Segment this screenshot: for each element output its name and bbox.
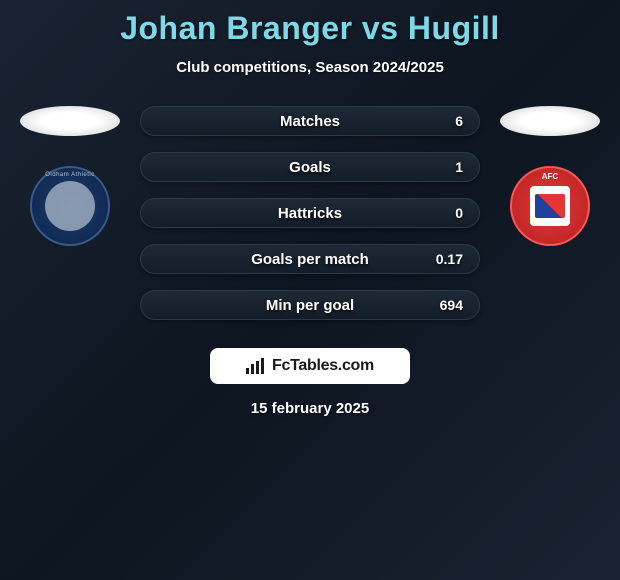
stat-pill-matches: Matches 6 — [140, 106, 480, 136]
branding-text: FcTables.com — [272, 357, 374, 375]
stat-pill-hattricks: Hattricks 0 — [140, 198, 480, 228]
stat-value: 6 — [455, 113, 463, 129]
stat-value: 694 — [440, 297, 463, 313]
player-right-column: AFC — [490, 106, 610, 246]
club-badge-right: AFC — [510, 166, 590, 246]
content-area: Oldham Athletic Matches 6 Goals 1 Hattri… — [0, 106, 620, 320]
stat-pill-goals-per-match: Goals per match 0.17 — [140, 244, 480, 274]
subtitle: Club competitions, Season 2024/2025 — [0, 59, 620, 76]
stat-label: Goals per match — [251, 251, 369, 268]
player-left-column: Oldham Athletic — [10, 106, 130, 246]
stat-label: Goals — [289, 159, 331, 176]
stat-pill-min-per-goal: Min per goal 694 — [140, 290, 480, 320]
player-right-oval — [500, 106, 600, 136]
stat-label: Matches — [280, 113, 340, 130]
stat-value: 1 — [455, 159, 463, 175]
badge-left-text: Oldham Athletic — [32, 172, 108, 178]
page-title: Johan Branger vs Hugill — [0, 0, 620, 47]
player-left-oval — [20, 106, 120, 136]
stats-column: Matches 6 Goals 1 Hattricks 0 Goals per … — [140, 106, 480, 320]
badge-right-text: AFC — [512, 172, 588, 181]
stat-label: Hattricks — [278, 205, 342, 222]
club-badge-left: Oldham Athletic — [30, 166, 110, 246]
branding-logo: FcTables.com — [210, 348, 410, 384]
date-label: 15 february 2025 — [0, 400, 620, 417]
chart-icon — [246, 358, 266, 374]
stat-pill-goals: Goals 1 — [140, 152, 480, 182]
stat-value: 0.17 — [436, 251, 463, 267]
stat-label: Min per goal — [266, 297, 354, 314]
stat-value: 0 — [455, 205, 463, 221]
